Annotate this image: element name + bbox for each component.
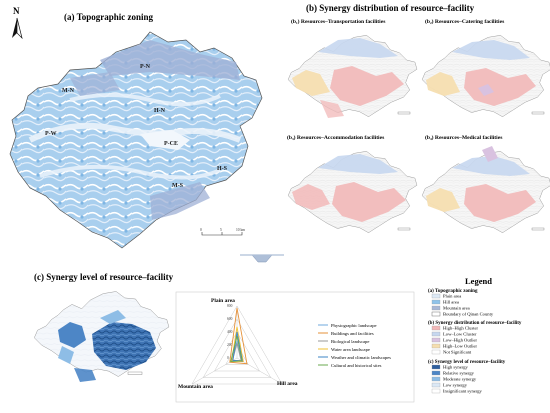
zone-label-p-w: P-W: [45, 131, 57, 137]
radar-grid-ring: [202, 318, 272, 378]
radar-tick-label: 0: [227, 356, 229, 360]
panel-a-title: (a) Topographic zoning: [64, 12, 154, 22]
radar-ticks: 0 200 400 600 800: [227, 304, 233, 360]
b3-title: (b₃) Resources–Accommodation facilities: [287, 134, 385, 141]
radar-axis-mountain: Mountain area: [178, 384, 213, 390]
radar-legend-item: Physiographic landscape: [318, 323, 377, 328]
b4-title: (b₄) Resources–Medical facilities: [425, 134, 503, 141]
radar-legend-item: Weather and climatic landscapes: [318, 355, 391, 360]
radar-frame: [175, 291, 415, 403]
radar-grid-ring: [225, 344, 249, 365]
down-arrow-icon: [240, 254, 284, 263]
legend-b-item: Not Significant: [431, 350, 472, 355]
topographic-map: P-N M-N H-N P-W P-CE H-S M-S: [9, 31, 263, 249]
legend-label: Insignificant synergy: [443, 389, 483, 394]
radar-legend-label: Weather and climatic landscapes: [331, 355, 391, 360]
zone-label-h-n: H-N: [154, 108, 166, 114]
north-arrow-icon: N: [12, 6, 23, 40]
legend: Legend (a) Topographic zoning Plain area…: [428, 276, 522, 394]
north-label: N: [13, 6, 20, 16]
radar-legend-item: Buildings and facilities: [318, 331, 374, 336]
legend-c-item: Low synergy: [431, 383, 468, 388]
legend-label: Mountain area: [443, 306, 470, 311]
radar-legend-item: Cultural and historical sites: [318, 363, 382, 368]
legend-title: Legend: [465, 276, 492, 286]
legend-label: Low–High Outlier: [443, 338, 478, 343]
legend-b-item: Low–Low Cluster: [431, 332, 477, 337]
radar-legend-label: Buildings and facilities: [331, 331, 374, 336]
legend-c-item: Relative synergy: [431, 371, 475, 376]
legend-b-item: Low–High Outlier: [431, 338, 478, 343]
radar-legend-label: Biological landscape: [331, 339, 369, 344]
legend-label: High–Low Outlier: [443, 344, 478, 349]
legend-label: Moderate synergy: [443, 377, 477, 382]
legend-a-heading: (a) Topographic zoning: [428, 289, 478, 294]
zone-label-p-n: P-N: [140, 64, 151, 70]
panel-c-title: (c) Synergy level of resource–facility: [34, 272, 174, 282]
zone-label-h-s: H-S: [217, 166, 228, 172]
zone-label-m-s: M-S: [172, 183, 184, 189]
radar-legend-label: Water area landscape: [331, 347, 370, 352]
radar-series-shape: [230, 336, 243, 363]
scale-tick-10: 10 km: [236, 228, 245, 232]
radar-series: [229, 308, 248, 365]
legend-a-item: Boundary of Qinan County: [431, 312, 494, 317]
radar-tick-label: 600: [227, 317, 233, 321]
map-b2: (b₂) Resources–Catering facilities: [421, 18, 550, 118]
legend-label: High synergy: [443, 365, 468, 370]
legend-b-item: High–High Cluster: [431, 326, 479, 331]
radar-grid-ring: [214, 331, 260, 372]
zone-label-m-n: M-N: [62, 88, 75, 94]
legend-label: Plain area: [443, 294, 461, 299]
radar-chart: 0 200 400 600 800 Plain area Mountain area H…: [175, 291, 415, 403]
radar-axis-hill: Hill area: [277, 381, 298, 387]
panel-b: (b) Synergy distribution of resource–fac…: [287, 3, 550, 234]
radar-legend-label: Cultural and historical sites: [331, 363, 382, 368]
legend-a-item: Mountain area: [431, 306, 470, 311]
scale-tick-0: 0: [200, 228, 202, 232]
scale-bar: 0 5 10 km: [200, 228, 245, 236]
radar-tick-label: 800: [227, 304, 233, 308]
b2-title: (b₂) Resources–Catering facilities: [425, 18, 505, 25]
radar-legend-item: Water area landscape: [318, 347, 370, 352]
legend-b-item: High–Low Outlier: [431, 344, 478, 349]
synergy-map: [34, 291, 170, 382]
radar-tick-label: 200: [227, 343, 233, 347]
map-b3: (b₃) Resources–Accommodation facilities: [287, 134, 418, 234]
legend-c-item: High synergy: [431, 365, 468, 370]
map-b1: (b₁) Resources–Transportation facilities: [287, 18, 418, 118]
radar-axis-line: [236, 357, 283, 385]
radar-grid-ring: [191, 305, 283, 385]
legend-label: Low–Low Cluster: [443, 332, 477, 337]
scale-tick-5: 5: [220, 228, 222, 232]
legend-c-item: Insignificant synergy: [431, 389, 483, 394]
legend-label: Relative synergy: [443, 371, 475, 376]
legend-label: Boundary of Qinan County: [443, 312, 494, 317]
radar-tick-label: 400: [227, 330, 233, 334]
radar-legend: Physiographic landscape Buildings and fa…: [318, 323, 391, 368]
radar-series-shape: [229, 308, 248, 365]
radar-axis-plain: Plain area: [211, 298, 235, 304]
legend-label: Low synergy: [443, 383, 468, 388]
legend-c-item: Moderate synergy: [431, 377, 477, 382]
panel-a: (a) Topographic zoning N P-N M-N H-N P-W…: [9, 6, 263, 249]
map-b4: (b₄) Resources–Medical facilities: [421, 134, 550, 234]
b1-title: (b₁) Resources–Transportation facilities: [291, 18, 386, 25]
radar-legend-label: Physiographic landscape: [331, 323, 377, 328]
radar-legend-item: Biological landscape: [318, 339, 369, 344]
zone-label-p-ce: P-CE: [164, 141, 178, 147]
legend-a-item: Plain area: [431, 294, 461, 299]
panel-c: (c) Synergy level of resource–facility 0…: [34, 272, 415, 403]
legend-label: Hill area: [443, 300, 459, 305]
legend-b-heading: (b) Synergy distribution of resource–fac…: [428, 321, 522, 326]
legend-c-heading: (c) Synergy level of resource–facility: [428, 360, 506, 365]
legend-label: High–High Cluster: [443, 326, 479, 331]
legend-a-item: Hill area: [431, 300, 459, 305]
panel-b-title: (b) Synergy distribution of resource–fac…: [306, 3, 475, 13]
legend-label: Not Significant: [443, 350, 472, 355]
